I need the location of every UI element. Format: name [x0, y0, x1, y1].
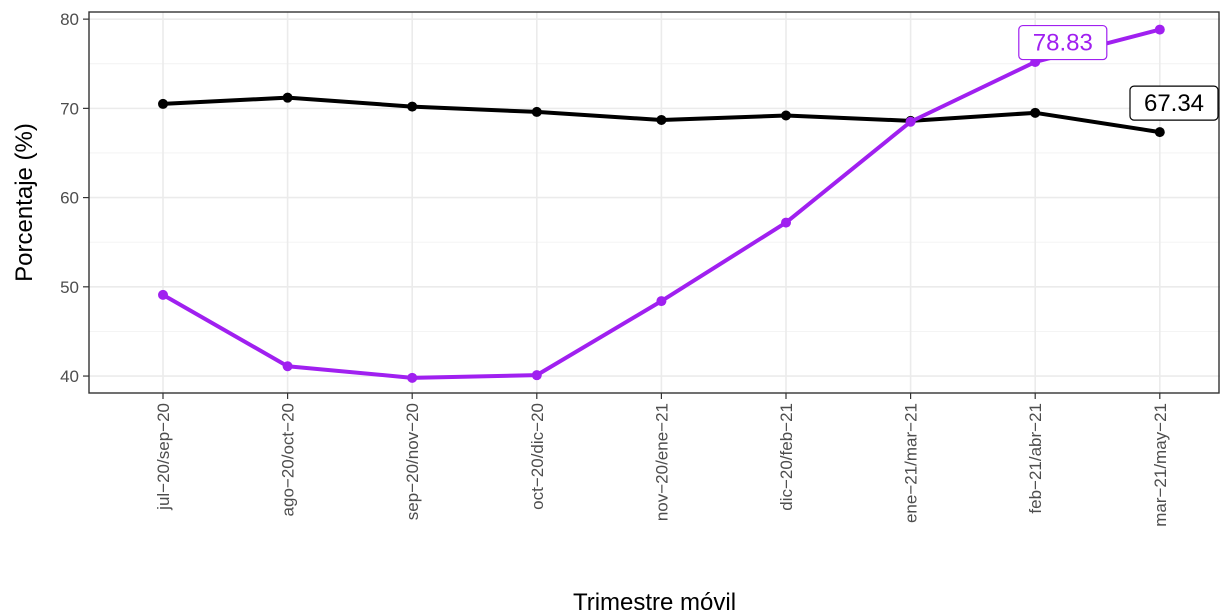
data-point [1030, 107, 1041, 118]
end-label: 67.34 [1129, 85, 1219, 121]
axis-ticks [83, 18, 1161, 399]
end-label-box [1129, 85, 1219, 121]
data-point [781, 217, 791, 228]
end-value-labels: 67.34 78.83 [1018, 24, 1219, 121]
y-axis-title: Porcentaje (%) [11, 123, 38, 282]
data-point [158, 289, 168, 300]
x-tick-label: mar−21/may−21 [1151, 403, 1170, 527]
x-tick-label: oct−20/dic−20 [528, 403, 547, 510]
data-point [656, 296, 667, 307]
x-tick-label: dic−20/feb−21 [777, 403, 796, 511]
series-1 [158, 92, 1165, 138]
y-tick-label: 50 [60, 278, 79, 297]
data-point [282, 92, 293, 103]
x-axis-title: Trimestre móvil [573, 589, 736, 615]
series-layer [158, 24, 1165, 383]
data-point [781, 110, 791, 121]
major-gridlines [89, 12, 1220, 393]
y-tick-label: 80 [60, 10, 79, 29]
data-point [531, 370, 542, 381]
data-point [282, 361, 293, 372]
plot-panel-border [88, 11, 1220, 394]
y-tick-label: 70 [60, 99, 79, 118]
end-label-text: 67.34 [1144, 90, 1204, 117]
end-label-box [1018, 24, 1108, 61]
x-axis-tick-labels: jul−20/sep−20 ago−20/oct−20 sep−20/nov−20 o… [154, 403, 1170, 527]
x-tick-label: nov−20/ene−21 [652, 403, 671, 521]
data-point [407, 372, 418, 383]
data-point [656, 114, 667, 125]
x-tick-label: ene−21/mar−21 [902, 403, 921, 523]
data-point [158, 98, 168, 109]
data-point [407, 101, 418, 112]
x-tick-label: jul−20/sep−20 [154, 403, 173, 511]
data-point [905, 116, 916, 127]
data-point [1154, 24, 1165, 35]
x-tick-label: feb−21/abr−21 [1026, 403, 1045, 514]
y-tick-label: 40 [60, 367, 79, 386]
x-tick-label: sep−20/nov−20 [403, 403, 422, 520]
y-tick-label: 60 [60, 189, 79, 208]
data-point [531, 106, 542, 117]
end-label-text: 78.83 [1033, 30, 1093, 57]
data-point [1154, 127, 1165, 138]
end-label: 78.83 [1018, 24, 1108, 61]
y-axis-tick-labels: 40 50 60 70 80 [60, 10, 79, 386]
x-tick-label: ago−20/oct−20 [279, 403, 298, 516]
